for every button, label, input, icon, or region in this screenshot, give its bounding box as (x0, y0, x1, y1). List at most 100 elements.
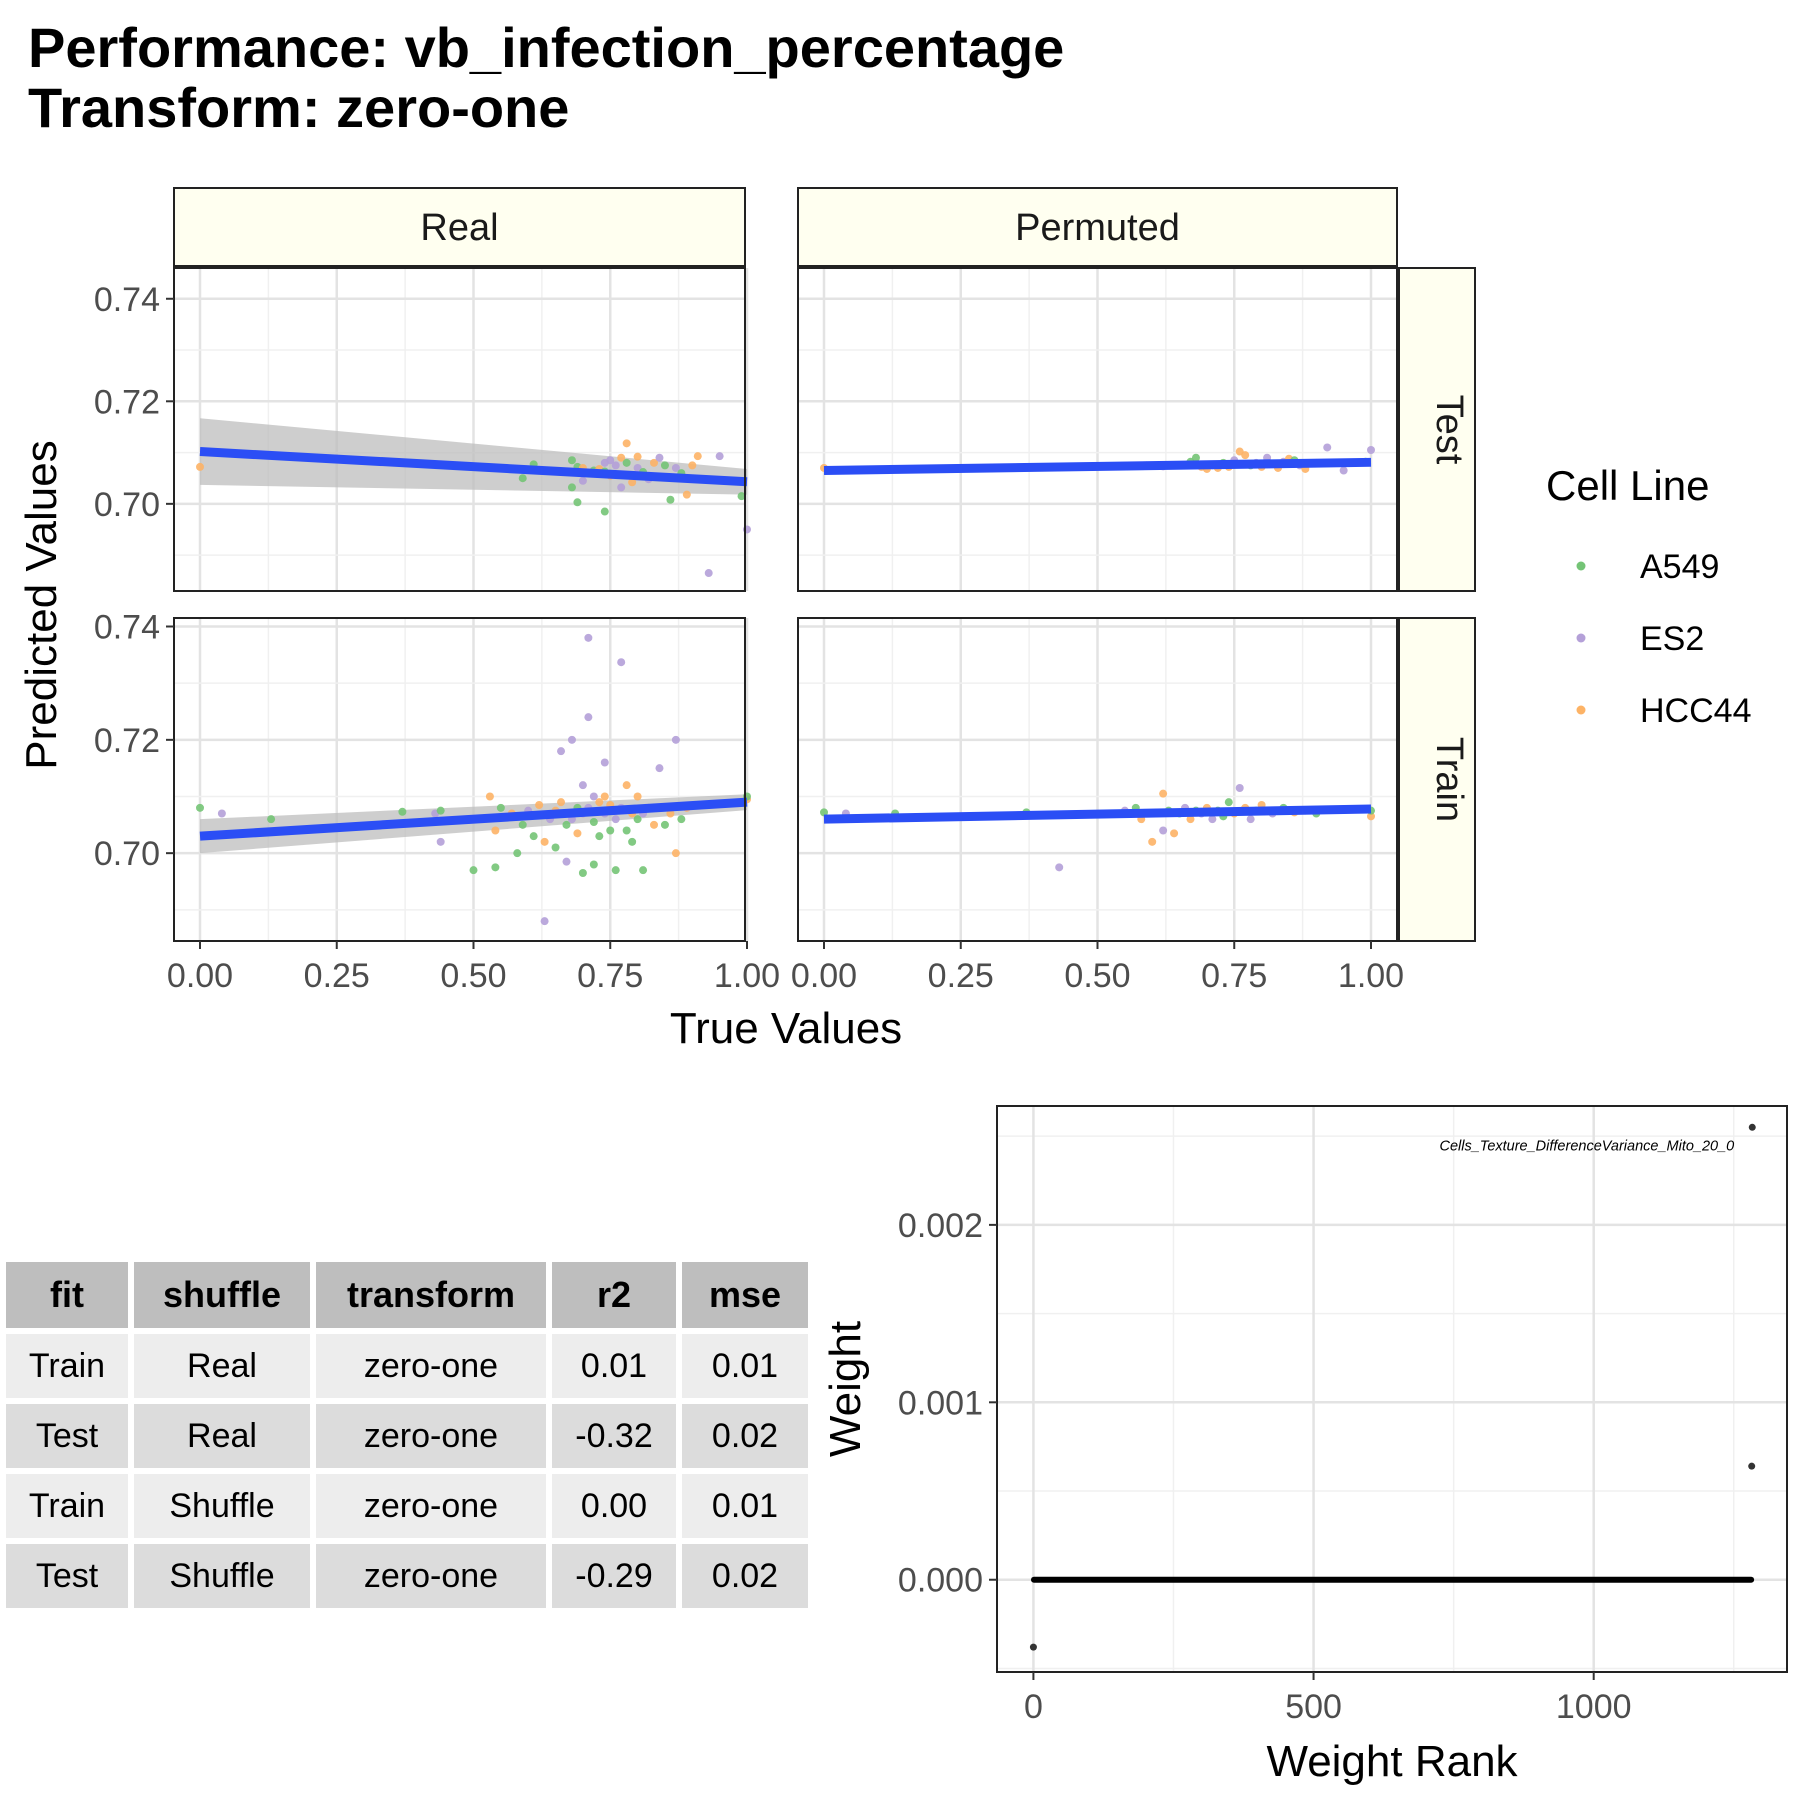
table-row: Test Shuffle zero-one -0.29 0.02 (6, 1544, 808, 1608)
y-tick-label: 0.000 (898, 1562, 983, 1600)
x-tick-label: 0.00 (167, 957, 233, 995)
header-shuffle: shuffle (134, 1262, 310, 1328)
cell-transform: zero-one (316, 1334, 546, 1398)
data-point (1148, 837, 1157, 846)
data-point (622, 781, 631, 790)
data-point (573, 829, 582, 838)
data-point (660, 820, 669, 829)
data-point (1191, 453, 1200, 462)
metrics-table: fit shuffle transform r2 mse Train Real … (0, 1256, 814, 1614)
data-point (584, 633, 593, 642)
data-point (1339, 466, 1348, 475)
data-point (436, 806, 445, 815)
x-tick-label: 500 (1285, 1688, 1342, 1726)
cell-transform: zero-one (316, 1404, 546, 1468)
data-point (600, 507, 609, 516)
data-point (1367, 812, 1375, 821)
feature-annotation: Cells_Texture_DifferenceVariance_Mito_20… (1440, 1138, 1735, 1154)
title-line-1: Performance: vb_infection_percentage (28, 16, 1065, 79)
legend-label-hcc44: HCC44 (1640, 692, 1751, 730)
cell-r2: -0.32 (552, 1404, 676, 1468)
cell-fit: Train (6, 1474, 128, 1538)
data-point (567, 483, 576, 492)
data-point (611, 461, 620, 470)
x-tick-label: 0.75 (577, 957, 643, 995)
data-point (617, 453, 626, 462)
y-tick-label: 0.72 (94, 722, 160, 760)
data-point (1235, 784, 1244, 792)
data-point (496, 803, 505, 812)
data-point (650, 820, 659, 829)
data-point (655, 453, 664, 462)
data-point (682, 490, 691, 499)
data-point (485, 792, 494, 801)
data-point (535, 801, 544, 809)
facet-label-permuted: Permuted (1015, 207, 1180, 249)
table-row: Train Shuffle zero-one 0.00 0.01 (6, 1474, 808, 1538)
data-point (688, 461, 697, 470)
data-point (671, 735, 680, 744)
fit-line (199, 447, 748, 487)
data-point (436, 837, 445, 846)
data-point (1367, 446, 1375, 455)
weight-panel-background (997, 1106, 1787, 1672)
facet-strip-test (1398, 267, 1476, 592)
legend-label-a549: A549 (1640, 548, 1719, 586)
data-point (660, 461, 669, 470)
data-point (595, 832, 604, 841)
data-point (491, 826, 500, 835)
cell-fit: Test (6, 1544, 128, 1608)
cell-shuffle: Shuffle (134, 1544, 310, 1608)
data-point (617, 658, 626, 667)
x-tick-label: 0.25 (928, 957, 994, 995)
data-point (589, 792, 598, 801)
panel-real-train: 0.70 0.72 0.74 0.00 0.25 0.50 0.75 1.00 (94, 609, 780, 996)
panel-permuted-train: 0.00 0.25 0.50 0.75 1.00 (791, 617, 1404, 995)
data-point (606, 826, 615, 835)
cell-mse: 0.02 (682, 1544, 808, 1608)
y-tick-label: 0.72 (94, 383, 160, 421)
legend-key-a549 (1576, 561, 1586, 571)
data-point (398, 807, 407, 816)
data-point (1241, 451, 1250, 460)
weight-y-axis-title: Weight (821, 1321, 870, 1457)
y-tick-label: 0.74 (94, 281, 160, 319)
data-point (469, 866, 478, 875)
x-tick-label: 0.50 (440, 957, 506, 995)
data-point (1323, 443, 1332, 452)
cell-r2: 0.00 (552, 1474, 676, 1538)
weight-point (1748, 1462, 1756, 1470)
y-axis-title: Predicted Values (17, 440, 66, 769)
data-point (617, 483, 626, 492)
x-axis-title: True Values (670, 1004, 902, 1053)
facet-strip-permuted (797, 187, 1398, 267)
legend-key-hcc44 (1576, 705, 1586, 715)
data-point (551, 843, 560, 852)
data-point (518, 820, 527, 829)
data-point (573, 498, 582, 507)
data-point (267, 815, 276, 824)
facet-label-train: Train (1428, 737, 1470, 822)
data-point (589, 818, 598, 826)
weight-point (1029, 1643, 1037, 1651)
cell-transform: zero-one (316, 1474, 546, 1538)
y-tick-label: 0.70 (94, 835, 160, 873)
cell-shuffle: Real (134, 1334, 310, 1398)
data-point (633, 452, 642, 461)
fit-line (823, 804, 1372, 824)
data-point (633, 463, 642, 472)
data-point (715, 452, 724, 461)
y-tick-label: 0.74 (94, 609, 160, 647)
data-point (557, 747, 566, 756)
x-tick-label: 1.00 (1338, 957, 1404, 995)
data-point (491, 863, 500, 872)
weight-panel-border (996, 1105, 1788, 1673)
cell-mse: 0.02 (682, 1404, 808, 1468)
data-point (578, 476, 587, 485)
data-point (1246, 815, 1255, 824)
cell-transform: zero-one (316, 1544, 546, 1608)
cell-fit: Test (6, 1404, 128, 1468)
facet-strip-real (173, 187, 746, 267)
panel-permuted-test (797, 267, 1398, 592)
panel-real-test: 0.70 0.72 0.74 (94, 267, 751, 592)
